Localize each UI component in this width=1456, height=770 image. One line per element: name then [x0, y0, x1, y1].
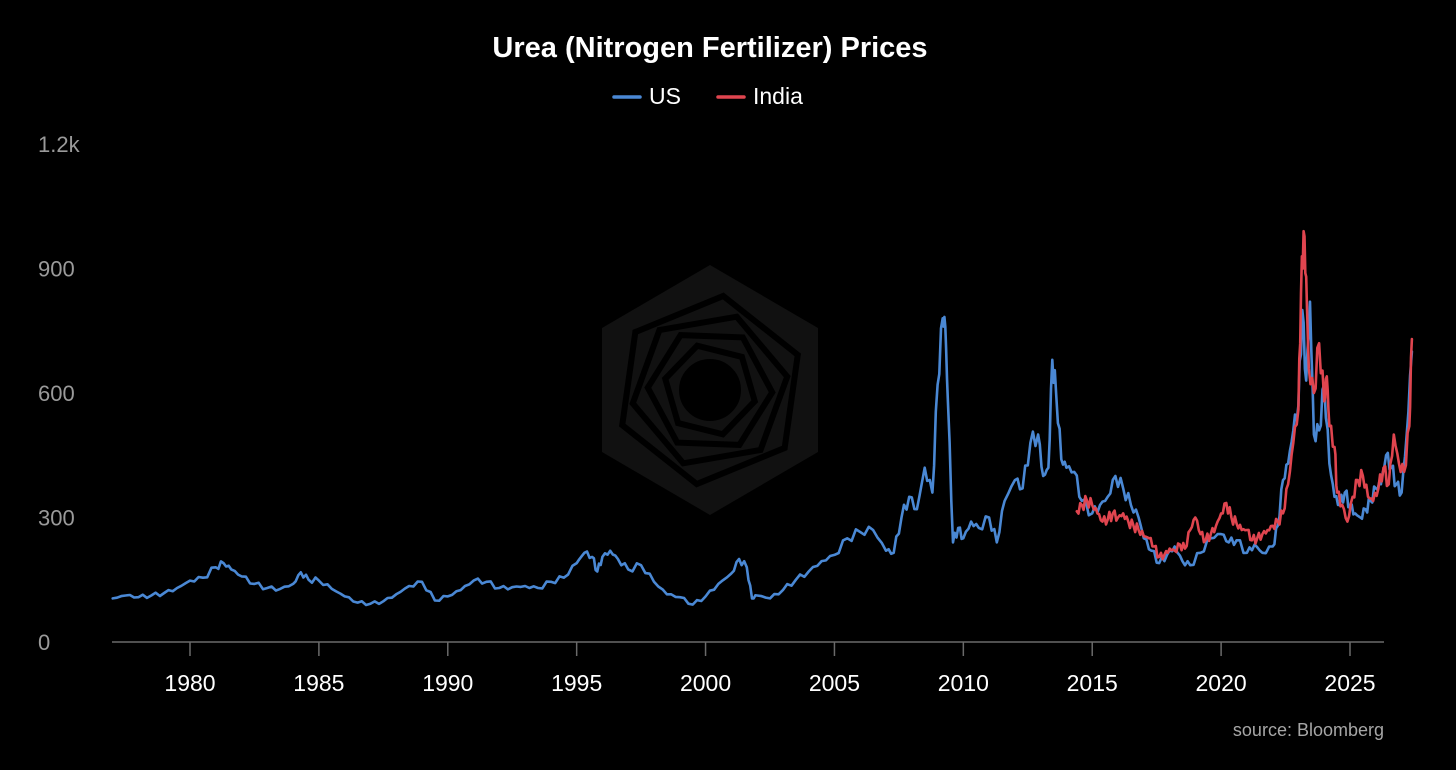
legend: US India [612, 83, 803, 109]
chart-title: Urea (Nitrogen Fertilizer) Prices [492, 32, 927, 64]
x-tick-label: 2000 [680, 670, 731, 696]
y-tick-label: 300 [38, 506, 75, 531]
y-tick-label: 900 [38, 257, 75, 282]
x-tick-label: 1995 [551, 670, 602, 696]
x-axis: 1980 1985 1990 1995 2000 2005 2010 2015 2020 2025 [112, 641, 1384, 696]
x-tick-label: 1980 [164, 670, 215, 696]
watermark-logo-icon [602, 265, 818, 515]
x-tick-label: 2005 [809, 670, 860, 696]
x-tick-label: 2010 [938, 670, 989, 696]
x-tick-label: 2015 [1067, 670, 1118, 696]
y-tick-label: 0 [38, 630, 50, 655]
x-tick-label: 1990 [422, 670, 473, 696]
y-axis: 0 300 600 900 1.2k [38, 132, 81, 655]
x-tick-label: 2025 [1324, 670, 1375, 696]
x-tick-label: 1985 [293, 670, 344, 696]
series-line-india [1075, 229, 1414, 561]
source-note: source: Bloomberg [1233, 720, 1384, 740]
y-tick-label: 600 [38, 381, 75, 406]
legend-label-india: India [753, 83, 803, 109]
x-tick-label: 2020 [1196, 670, 1247, 696]
legend-label-us: US [649, 83, 681, 109]
y-tick-label: 1.2k [38, 132, 81, 157]
plot-area [111, 229, 1414, 607]
series-line-us [111, 300, 1414, 607]
